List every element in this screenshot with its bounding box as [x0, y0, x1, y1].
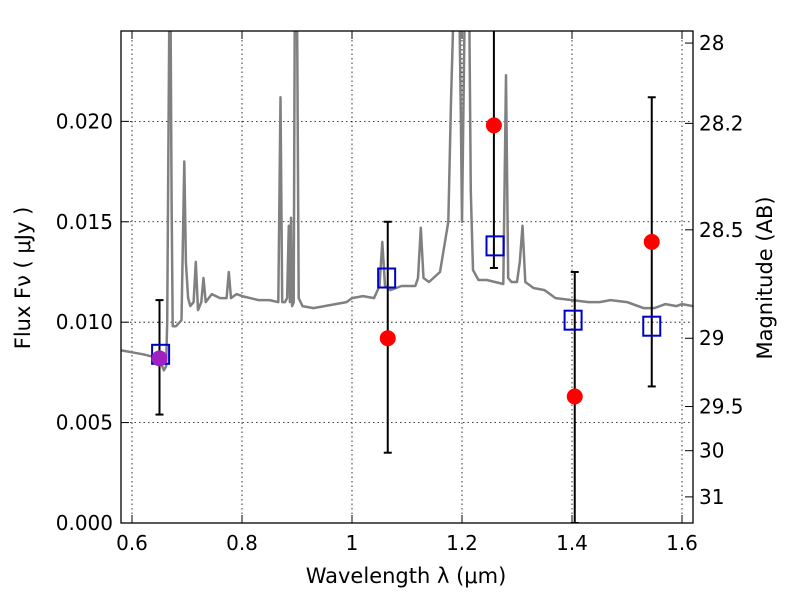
y-axis-label: Flux Fν ( μJy ) — [11, 207, 35, 350]
x-tick-label: 0.6 — [116, 531, 148, 555]
x-tick-label: 1.2 — [446, 531, 478, 555]
model-square — [642, 315, 662, 337]
x-axis-label: Wavelength λ (μm) — [306, 564, 507, 588]
x-tick-label: 1.4 — [556, 531, 588, 555]
observed-points — [151, 117, 660, 405]
y-tick-label: 0.000 — [56, 511, 113, 535]
x-tick-label: 1.6 — [666, 531, 698, 555]
tick-labels: 0.6 0.8 1 1.2 1.4 1.6 0.000 0.005 0.010 0.015 0.02… — [56, 31, 744, 555]
y2-axis-label: Magnitude (AB) — [753, 196, 777, 359]
y2-tick-label: 29.5 — [699, 395, 744, 419]
axis-ticks — [121, 31, 693, 524]
model-square — [485, 235, 505, 257]
error-bars — [155, 31, 656, 523]
model-square — [377, 267, 397, 289]
y-tick-label: 0.015 — [56, 210, 113, 234]
observed-point — [379, 330, 396, 347]
x-tick-label: 0.8 — [226, 531, 258, 555]
observed-point — [485, 117, 502, 134]
grid-lines — [121, 31, 693, 523]
y2-tick-label: 28.5 — [699, 218, 744, 242]
y-tick-label: 0.020 — [56, 109, 113, 133]
y-tick-label: 0.005 — [56, 411, 113, 435]
spectrum-layer — [121, 31, 693, 372]
y2-tick-label: 28 — [699, 31, 724, 55]
y-tick-label: 0.010 — [56, 310, 113, 334]
observed-point — [643, 233, 660, 250]
y2-tick-label: 29 — [699, 326, 724, 350]
y2-tick-label: 28.2 — [699, 111, 744, 135]
observed-point — [151, 350, 168, 367]
model-squares — [151, 235, 662, 365]
x-tick-label: 1 — [346, 531, 359, 555]
observed-point — [566, 388, 583, 405]
spectrum-line — [121, 31, 693, 372]
model-square — [563, 309, 583, 331]
y2-tick-label: 31 — [699, 485, 724, 509]
plot-frame — [120, 30, 694, 524]
y2-tick-label: 30 — [699, 439, 724, 463]
